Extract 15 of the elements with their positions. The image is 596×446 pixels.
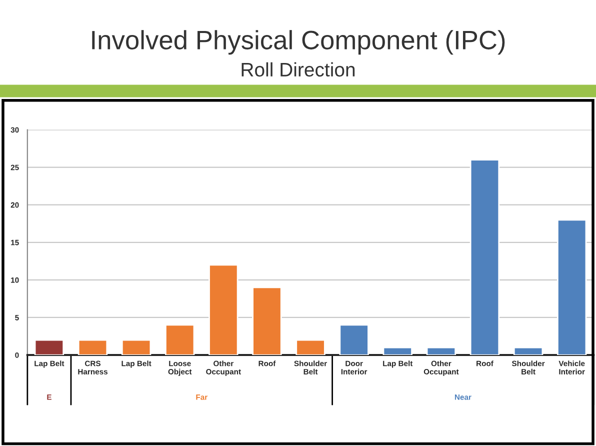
- chart-title: Involved Physical Component (IPC): [92, 30, 505, 55]
- chart-subtitle: Roll Direction: [242, 62, 355, 77]
- bar: [470, 159, 500, 356]
- bar: [556, 219, 587, 356]
- bar: [78, 339, 108, 356]
- bar: [165, 324, 195, 356]
- bar: [296, 339, 326, 356]
- bar: [382, 346, 412, 356]
- bar: [34, 339, 64, 356]
- bar: [208, 264, 238, 356]
- bar: [121, 339, 152, 356]
- bar: [252, 286, 282, 356]
- bar: [513, 346, 544, 356]
- bar: [426, 346, 456, 356]
- bar: [339, 324, 369, 356]
